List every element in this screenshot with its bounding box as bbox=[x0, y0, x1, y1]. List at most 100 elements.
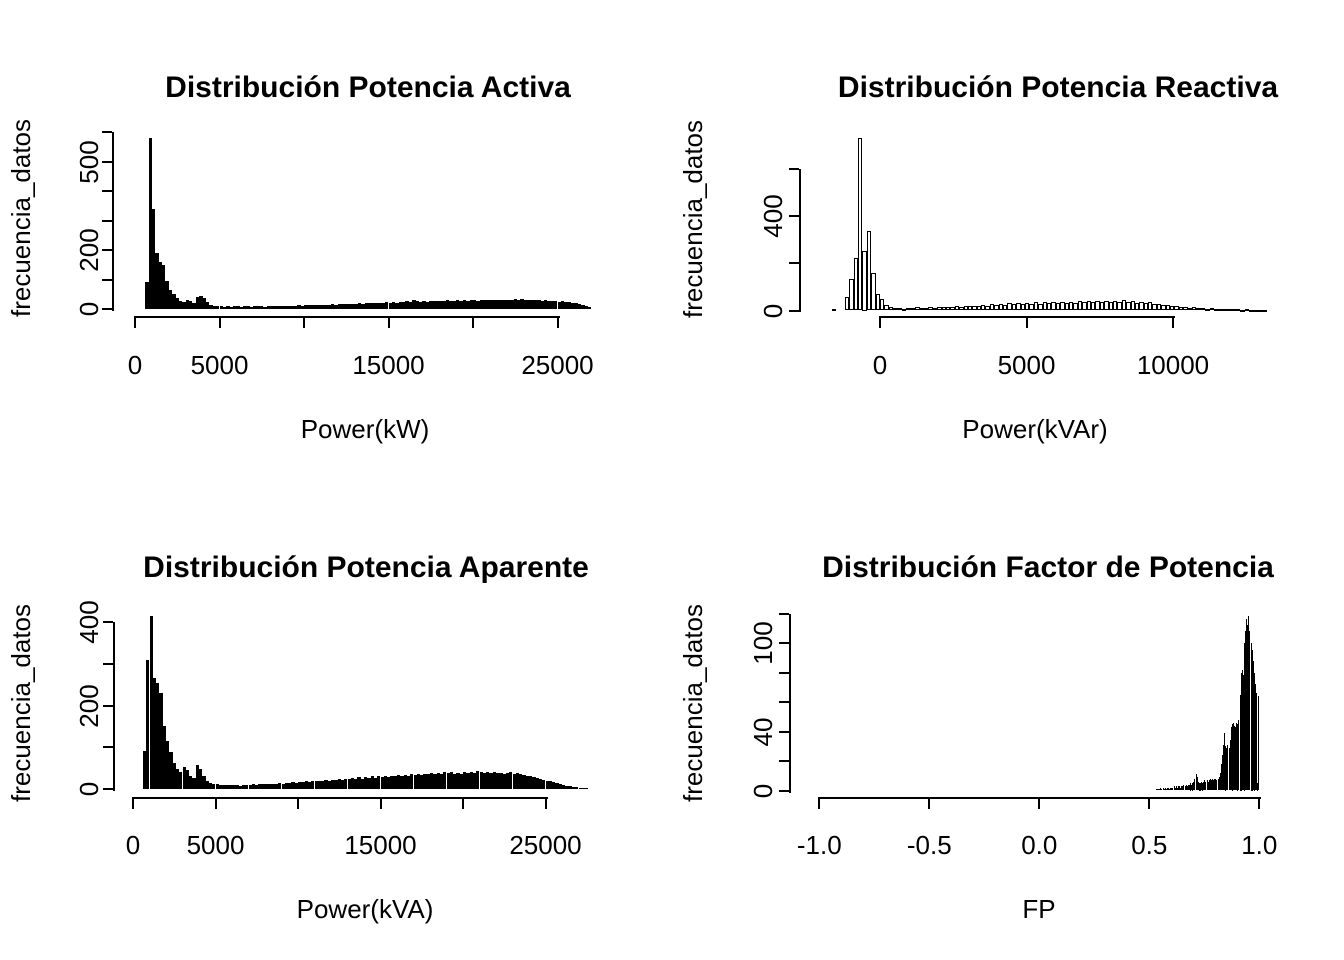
histogram-bar bbox=[423, 773, 427, 789]
histogram-bar bbox=[1112, 300, 1118, 311]
histogram-bar bbox=[981, 305, 986, 311]
y-axis-line bbox=[799, 168, 801, 313]
histogram-bar bbox=[1155, 789, 1157, 791]
histogram-bar bbox=[391, 301, 396, 309]
histogram-bar bbox=[1237, 724, 1239, 791]
panel-title: Distribución Potencia Aparente bbox=[143, 550, 589, 584]
x-tick-label: 0 bbox=[872, 350, 888, 380]
histogram-bar bbox=[327, 780, 331, 789]
histogram-bar bbox=[1218, 308, 1223, 311]
histogram-bar bbox=[331, 304, 335, 309]
histogram-bar bbox=[1242, 675, 1244, 791]
histogram-bar bbox=[195, 296, 200, 309]
y-tick-label: 0 bbox=[74, 781, 104, 797]
histogram-bar bbox=[159, 692, 163, 789]
histogram-bar bbox=[512, 773, 516, 789]
histogram-bar bbox=[1134, 302, 1140, 311]
histogram-bar bbox=[967, 306, 973, 311]
histogram-bar bbox=[567, 302, 571, 309]
histogram-bar bbox=[515, 772, 520, 789]
histogram-bar bbox=[413, 775, 417, 789]
x-tick bbox=[1148, 797, 1151, 809]
histogram-bar bbox=[1025, 302, 1030, 311]
histogram-bar bbox=[1210, 780, 1212, 791]
histogram-bar bbox=[266, 306, 271, 309]
histogram-bar bbox=[1185, 784, 1187, 791]
histogram-bar bbox=[858, 137, 863, 311]
histogram-bar bbox=[928, 307, 933, 311]
histogram-bar bbox=[1224, 732, 1226, 791]
histogram-bar bbox=[919, 308, 924, 311]
histogram-bar bbox=[1162, 787, 1164, 791]
histogram-bar bbox=[1204, 780, 1206, 791]
x-axis-label: FP bbox=[1022, 894, 1056, 924]
histogram-bar bbox=[374, 303, 379, 309]
histogram-bar bbox=[584, 306, 588, 309]
histogram-bar bbox=[1051, 301, 1056, 311]
histogram-bar bbox=[525, 775, 529, 789]
histogram-bar bbox=[473, 300, 477, 309]
histogram-bar bbox=[1205, 781, 1207, 791]
histogram-bar bbox=[1095, 300, 1100, 311]
histogram-bar bbox=[1216, 780, 1218, 791]
histogram-bar bbox=[238, 785, 242, 789]
histogram-bar bbox=[985, 305, 990, 311]
histogram-bar bbox=[268, 783, 272, 789]
histogram-bar bbox=[1236, 722, 1238, 791]
histogram-bar bbox=[320, 304, 325, 309]
histogram-bar bbox=[530, 299, 534, 309]
histogram-bar bbox=[1158, 789, 1160, 791]
histogram-bar bbox=[410, 774, 414, 789]
histogram-bar bbox=[1199, 783, 1201, 791]
histogram-bar bbox=[218, 784, 223, 789]
histogram-bar bbox=[897, 308, 902, 311]
histogram-bar bbox=[1148, 302, 1153, 311]
y-tick-label: 400 bbox=[74, 600, 104, 644]
x-axis-line bbox=[135, 316, 560, 318]
x-axis-label: Power(kW) bbox=[300, 414, 430, 444]
histogram-bar bbox=[199, 296, 203, 309]
y-tick bbox=[779, 730, 789, 733]
histogram-bar bbox=[351, 303, 355, 309]
histogram-bar bbox=[1249, 631, 1251, 791]
histogram-bar bbox=[166, 740, 170, 789]
x-tick bbox=[1025, 316, 1028, 328]
x-tick bbox=[303, 316, 305, 328]
histogram-bar bbox=[466, 773, 470, 789]
histogram-bar bbox=[298, 781, 302, 789]
histogram-bar bbox=[1173, 786, 1175, 791]
histogram-bar bbox=[489, 772, 493, 789]
histogram-bar bbox=[1252, 660, 1254, 791]
histogram-bar bbox=[532, 777, 536, 789]
y-tick-label: 100 bbox=[748, 621, 778, 665]
histogram-bar bbox=[225, 784, 229, 789]
histogram-bar bbox=[932, 307, 938, 311]
histogram-bar bbox=[1196, 777, 1198, 791]
histogram-bar bbox=[1152, 304, 1157, 311]
histogram-bar bbox=[202, 776, 206, 789]
histogram-bar bbox=[1220, 763, 1222, 791]
histogram-bar bbox=[1235, 727, 1237, 791]
y-tick-label: 400 bbox=[758, 194, 788, 238]
histogram-bar bbox=[998, 303, 1004, 311]
histogram-bar bbox=[235, 785, 239, 789]
histogram-bar bbox=[1250, 643, 1252, 791]
histogram-bar bbox=[370, 776, 374, 789]
y-tick bbox=[779, 671, 789, 674]
histogram-bar bbox=[361, 303, 365, 309]
histogram-bar bbox=[443, 772, 447, 789]
histogram-bar bbox=[466, 300, 470, 309]
panel-title: Distribución Factor de Potencia bbox=[822, 550, 1274, 584]
histogram-bar bbox=[1231, 724, 1233, 791]
histogram-bar bbox=[182, 767, 186, 789]
histogram-bar bbox=[555, 783, 559, 789]
histogram-bar bbox=[162, 726, 166, 789]
histogram-bar bbox=[283, 306, 288, 309]
histogram-bar bbox=[185, 769, 190, 789]
histogram-bar bbox=[251, 784, 256, 789]
histogram-bar bbox=[274, 783, 279, 789]
histogram-bar bbox=[1082, 302, 1087, 311]
histogram-bar bbox=[1159, 789, 1161, 791]
histogram-bar bbox=[271, 783, 275, 789]
